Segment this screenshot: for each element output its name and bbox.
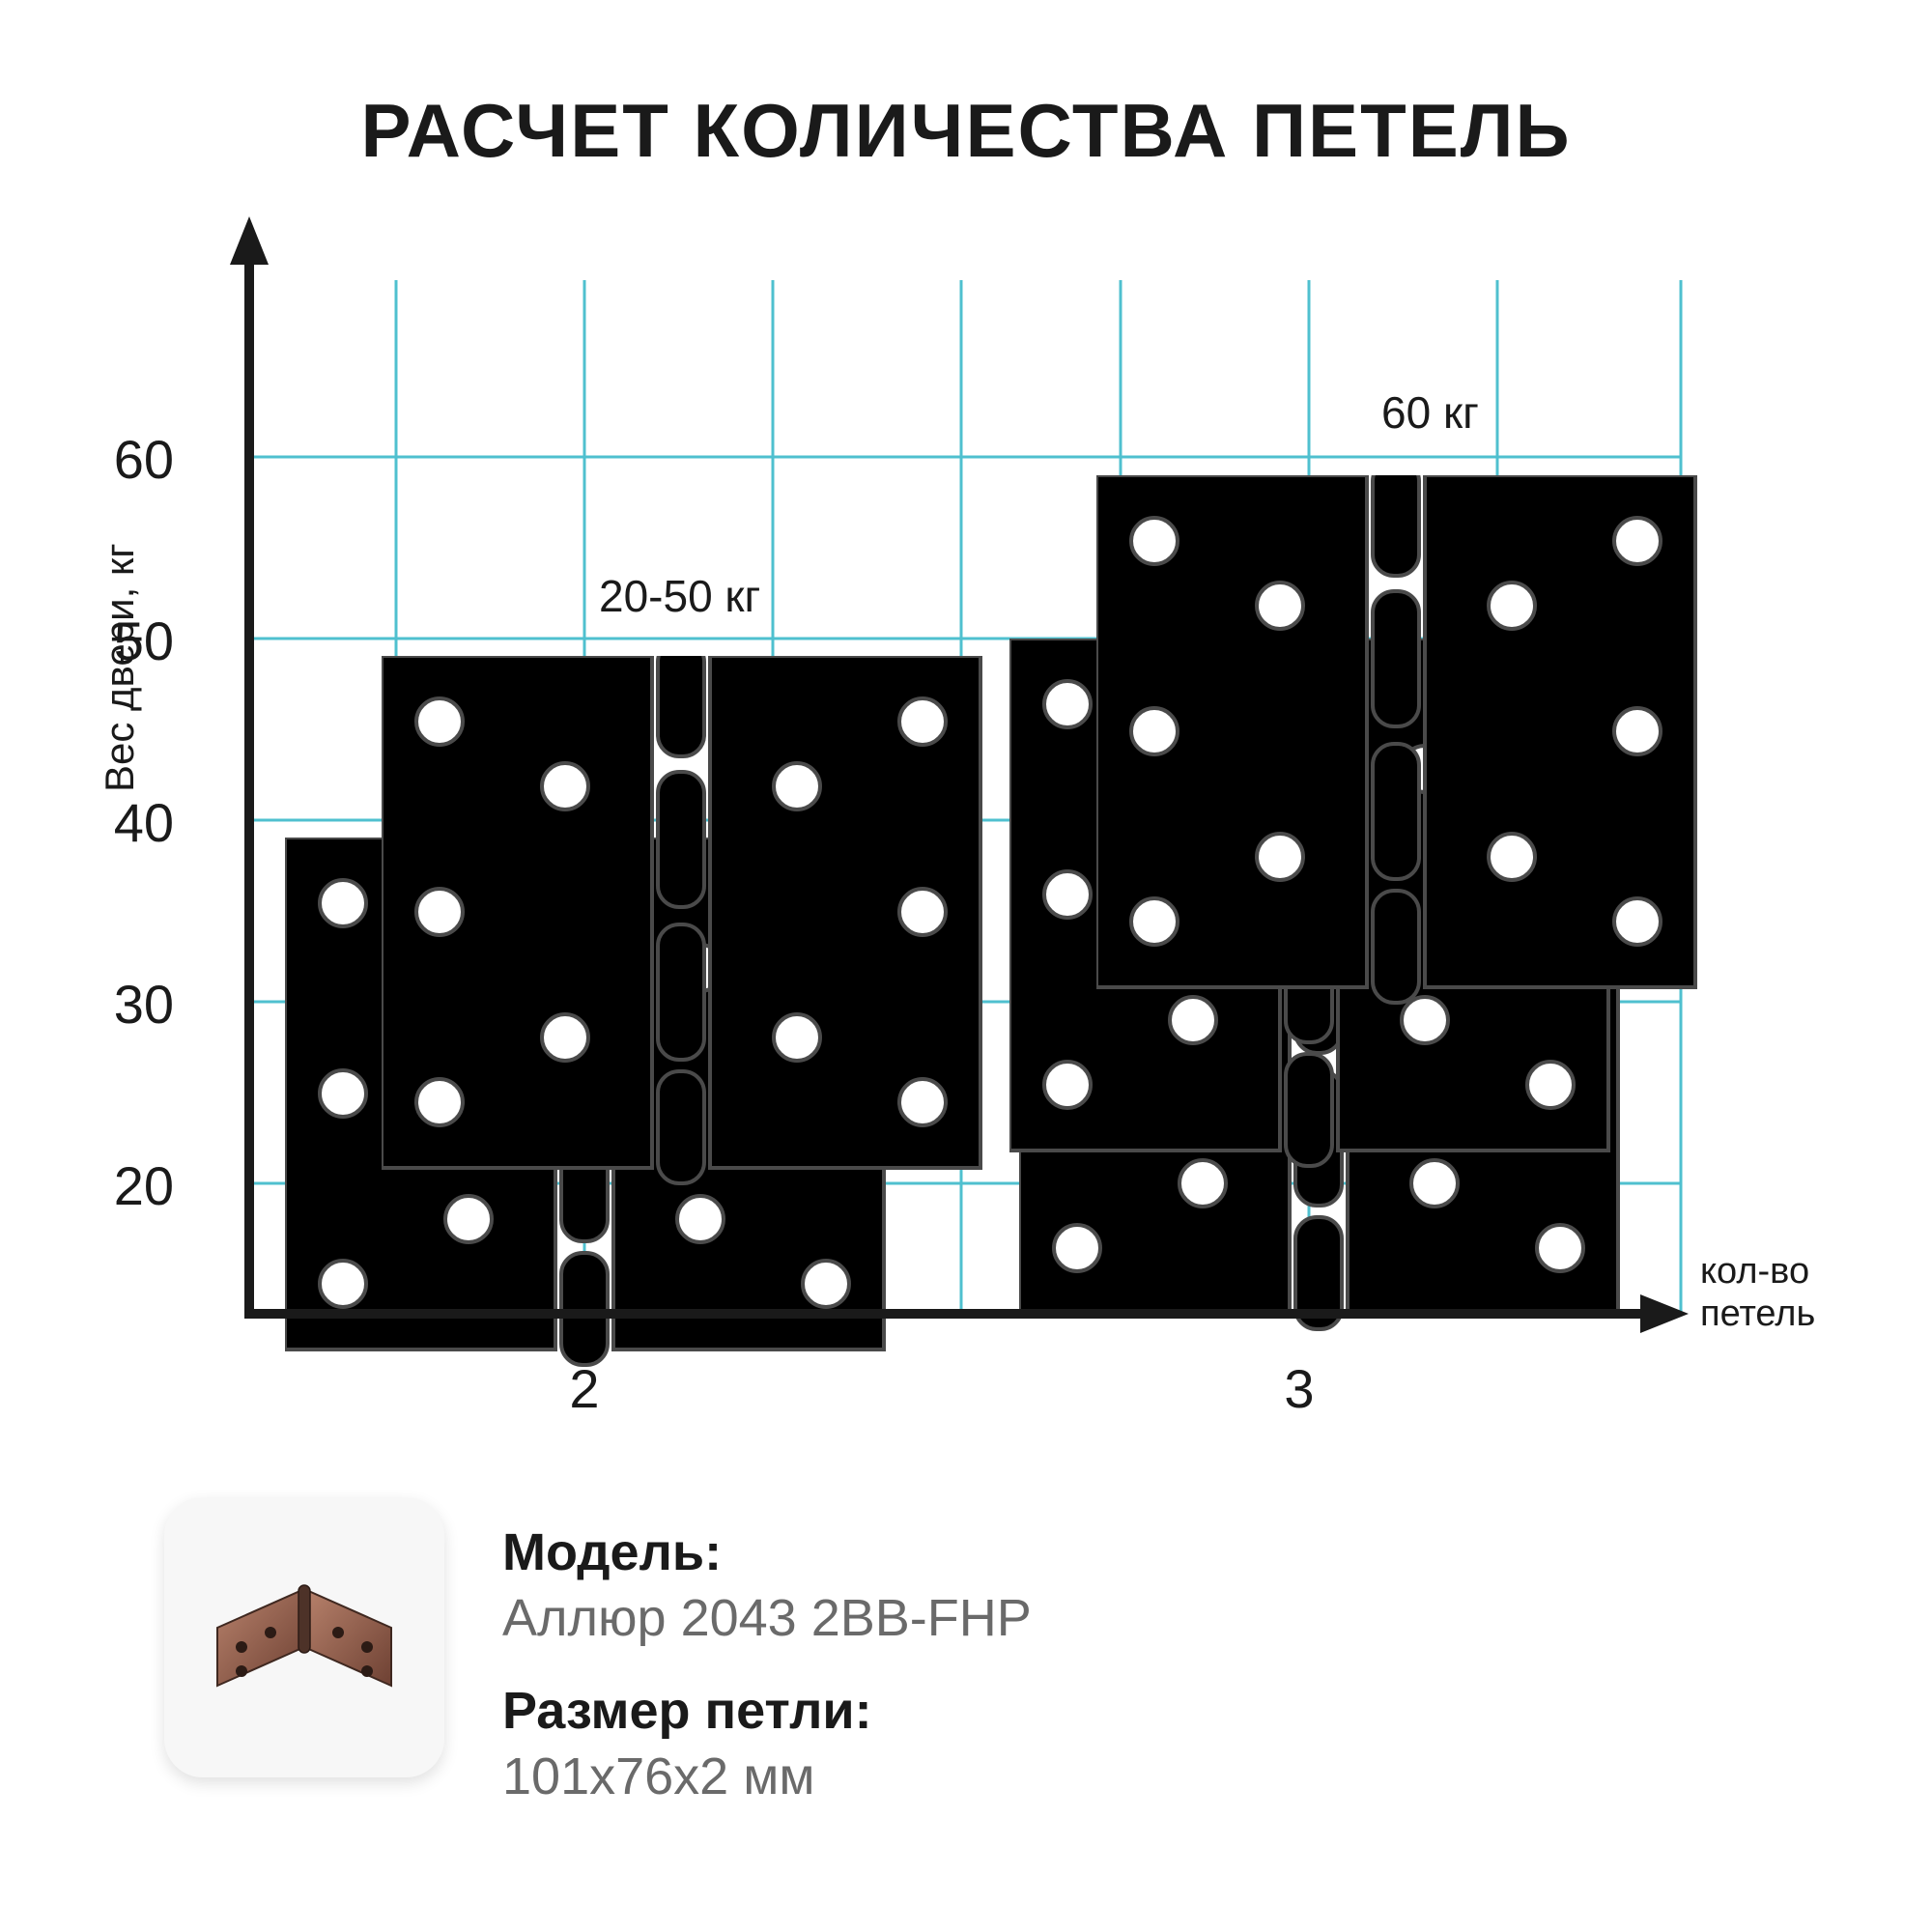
y-tick-30: 30 [77,973,174,1036]
size-value: 101х76х2 мм [502,1747,1032,1806]
product-info: Модель: Аллюр 2043 2BB-FHP Размер петли:… [502,1497,1032,1839]
y-tick-50: 50 [77,610,174,672]
x-tick-3: 3 [1261,1357,1338,1420]
y-tick-60: 60 [77,428,174,491]
page-title: РАСЧЕТ КОЛИЧЕСТВА ПЕТЕЛЬ [0,87,1932,175]
hinge-icon [198,1550,411,1724]
hinge-group-2 [285,640,980,1365]
x-axis-label: кол-во петель [1700,1251,1815,1335]
y-tick-20: 20 [77,1154,174,1217]
chart-svg: .grid line { stroke:#4fc0cf; stroke-widt… [193,222,1700,1343]
product-footer: Модель: Аллюр 2043 2BB-FHP Размер петли:… [164,1497,1032,1839]
size-label: Размер петли: [502,1681,1032,1741]
y-tick-40: 40 [77,791,174,854]
model-label: Модель: [502,1522,1032,1582]
hinge-group-3 [1009,460,1695,1329]
model-value: Аллюр 2043 2BB-FHP [502,1588,1032,1648]
product-thumbnail [164,1497,444,1777]
chart-area: .grid line { stroke:#4fc0cf; stroke-widt… [193,222,1700,1343]
